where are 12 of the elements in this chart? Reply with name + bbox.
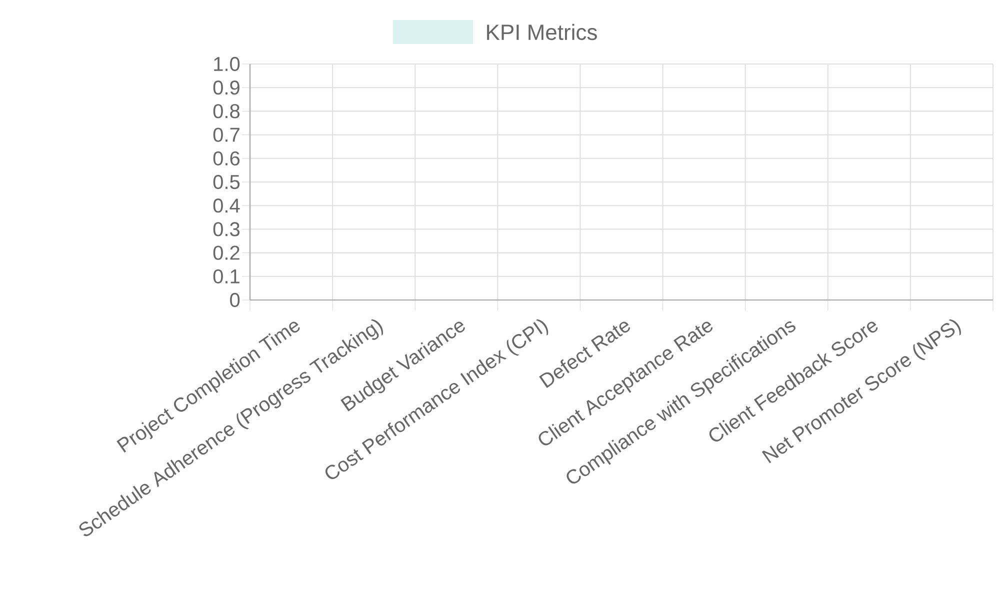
legend-label: KPI Metrics bbox=[487, 24, 597, 40]
y-tick-label: 0.2 bbox=[213, 246, 240, 260]
y-tick-label: 1.0 bbox=[214, 56, 240, 72]
y-tick-label: 0.8 bbox=[213, 104, 240, 118]
y-tick-label: 0.4 bbox=[213, 198, 240, 213]
y-tick-label: 0.3 bbox=[213, 222, 240, 236]
y-tick-label: 0.1 bbox=[213, 269, 240, 284]
y-tick-label: 0.5 bbox=[213, 174, 240, 190]
y-tick-label: 0 bbox=[230, 292, 240, 308]
y-tick-label: 0.9 bbox=[213, 80, 240, 95]
y-tick-label: 0.6 bbox=[213, 151, 240, 166]
y-tick-label: 0.7 bbox=[213, 128, 240, 142]
